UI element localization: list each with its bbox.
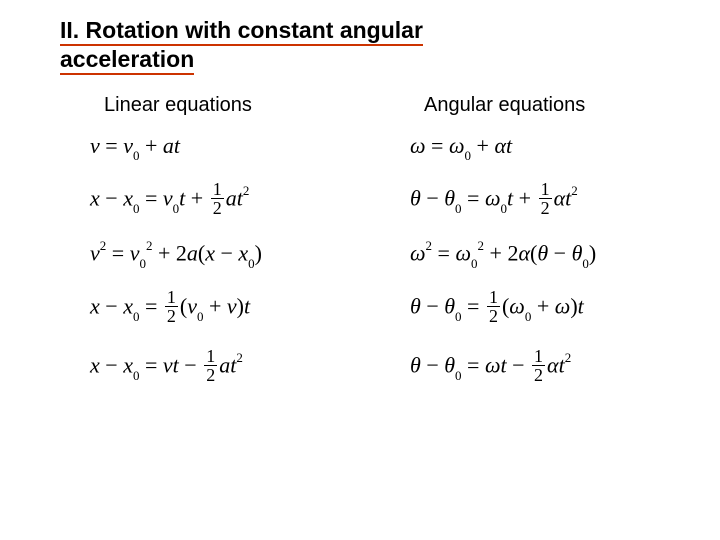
slide-title: II. Rotation with constant angular accel… xyxy=(60,16,720,74)
title-line-1: II. Rotation with constant angular xyxy=(60,16,720,45)
angular-eq-5: θ − θ0 = ωt − 12αt2 xyxy=(410,349,596,386)
angular-eq-1: ω = ω0 + αt xyxy=(410,135,596,160)
columns: Linear equations v = v0 + at x − x0 = v0… xyxy=(0,94,720,386)
linear-equation-list: v = v0 + at x − x0 = v0t + 12at2 v2 = v0… xyxy=(90,135,262,386)
linear-eq-3: v2 = v02 + 2a(x − x0) xyxy=(90,241,262,268)
title-line-2: acceleration xyxy=(60,45,720,74)
angular-eq-4: θ − θ0 = 12(ω0 + ω)t xyxy=(410,290,596,327)
linear-column: Linear equations v = v0 + at x − x0 = v0… xyxy=(0,94,400,386)
angular-equation-list: ω = ω0 + αt θ − θ0 = ω0t + 12αt2 ω2 = ω0… xyxy=(410,135,596,386)
angular-eq-3: ω2 = ω02 + 2α(θ − θ0) xyxy=(410,241,596,268)
angular-eq-2: θ − θ0 = ω0t + 12αt2 xyxy=(410,182,596,219)
linear-header: Linear equations xyxy=(104,94,252,117)
linear-eq-4: x − x0 = 12(v0 + v)t xyxy=(90,290,262,327)
slide: II. Rotation with constant angular accel… xyxy=(0,0,720,540)
angular-column: Angular equations ω = ω0 + αt θ − θ0 = ω… xyxy=(400,94,720,386)
angular-header: Angular equations xyxy=(424,94,585,117)
linear-eq-5: x − x0 = vt − 12at2 xyxy=(90,349,262,386)
title-text-1: II. Rotation with constant angular xyxy=(60,17,423,46)
linear-eq-1: v = v0 + at xyxy=(90,135,262,160)
linear-eq-2: x − x0 = v0t + 12at2 xyxy=(90,182,262,219)
title-text-2: acceleration xyxy=(60,46,194,75)
